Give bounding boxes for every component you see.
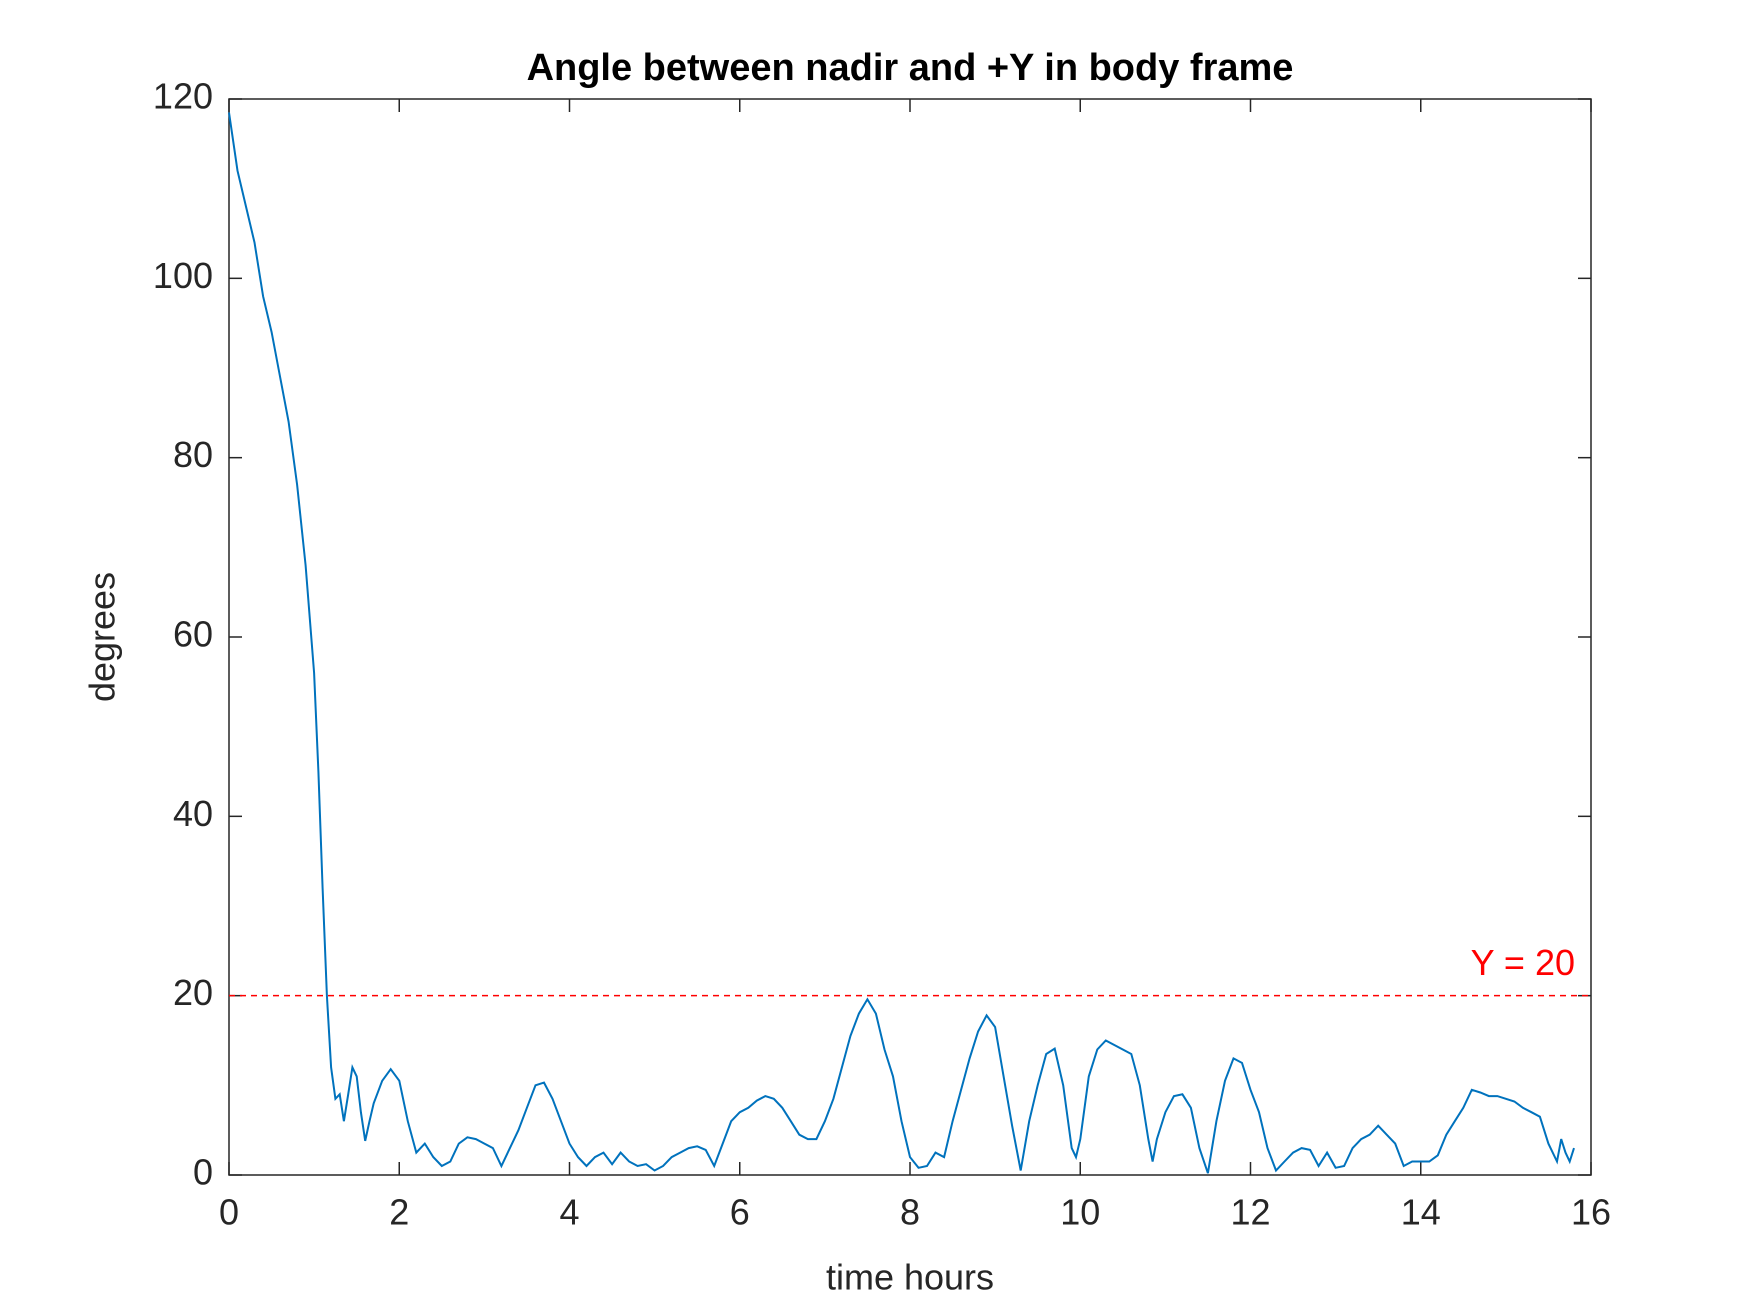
y-tick-label: 100 xyxy=(153,255,213,296)
y-tick-label: 20 xyxy=(173,972,213,1013)
x-tick-label: 12 xyxy=(1230,1192,1270,1233)
x-tick-label: 8 xyxy=(900,1192,920,1233)
y-tick-label: 60 xyxy=(173,614,213,655)
y-axis-label: degrees xyxy=(82,572,123,702)
x-tick-label: 16 xyxy=(1571,1192,1611,1233)
x-tick-label: 10 xyxy=(1060,1192,1100,1233)
x-tick-label: 2 xyxy=(389,1192,409,1233)
x-tick-label: 0 xyxy=(219,1192,239,1233)
x-axis-label: time hours xyxy=(826,1257,994,1298)
y-tick-label: 80 xyxy=(173,434,213,475)
x-tick-label: 4 xyxy=(559,1192,579,1233)
x-tick-label: 14 xyxy=(1401,1192,1441,1233)
y-tick-label: 0 xyxy=(193,1152,213,1193)
plot-area xyxy=(228,98,1592,1176)
y-tick-label: 120 xyxy=(153,76,213,117)
data-line xyxy=(228,112,1575,1174)
x-tick-label: 6 xyxy=(730,1192,750,1233)
y-tick-label: 40 xyxy=(173,793,213,834)
reference-label: Y = 20 xyxy=(1471,942,1575,983)
chart-title: Angle between nadir and +Y in body frame xyxy=(527,47,1294,89)
